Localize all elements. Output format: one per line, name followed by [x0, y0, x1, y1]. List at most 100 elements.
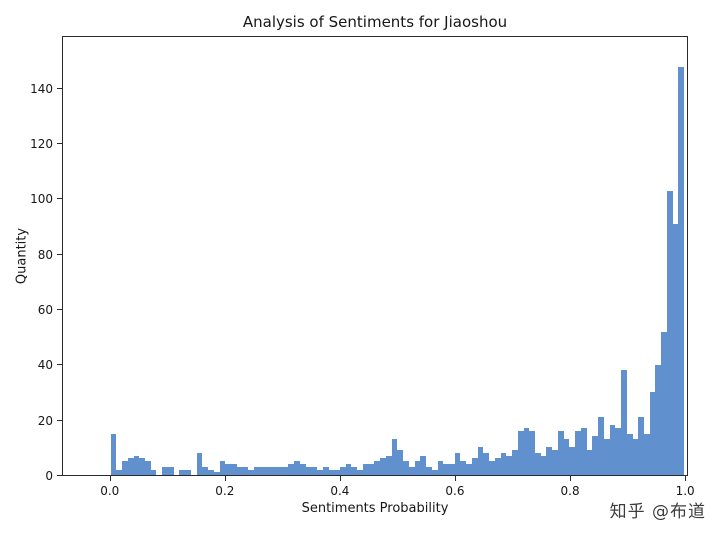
x-tick-mark: [454, 476, 456, 481]
histogram-bar: [242, 466, 249, 475]
histogram-bar: [598, 417, 604, 475]
histogram-bar: [139, 458, 145, 475]
histogram-bar: [431, 469, 438, 475]
histogram-bar: [529, 430, 535, 475]
histogram-bar: [643, 433, 650, 475]
x-tick-mark: [570, 476, 572, 481]
histogram-bar: [655, 364, 662, 475]
histogram-bar: [426, 466, 432, 475]
plot-area: [62, 36, 688, 476]
histogram-bar: [615, 428, 622, 475]
y-tick-label: 0: [45, 469, 53, 483]
histogram-bar: [248, 469, 254, 475]
y-tick-mark: [57, 253, 62, 255]
histogram-bar: [374, 461, 381, 475]
histogram-bar: [288, 463, 295, 475]
x-tick-label: 1.0: [675, 484, 695, 498]
histogram-bar: [437, 461, 444, 475]
x-tick-mark: [109, 476, 111, 481]
histogram-bar: [196, 452, 203, 475]
histogram-bar: [345, 463, 352, 475]
histogram-bar: [265, 466, 272, 475]
histogram-bar: [397, 450, 404, 475]
histogram-bar: [317, 469, 323, 475]
y-tick-label: 100: [30, 192, 53, 207]
y-axis-label: Quantity: [14, 227, 30, 285]
histogram-bar: [414, 461, 421, 475]
histogram-bar: [621, 370, 627, 475]
histogram-bar: [552, 450, 558, 475]
histogram-bar: [334, 469, 340, 475]
histogram-bar: [638, 417, 644, 475]
y-tick-mark: [57, 419, 62, 421]
y-tick-label: 140: [30, 81, 53, 96]
x-tick-label: 0.0: [100, 484, 120, 498]
histogram-bar: [340, 466, 346, 475]
histogram-bar: [535, 452, 541, 475]
histogram-bar: [299, 463, 306, 475]
histogram-bar: [208, 469, 214, 475]
x-tick-mark: [339, 476, 341, 481]
histogram-bar: [609, 425, 616, 475]
histogram-bar: [362, 463, 369, 475]
histogram-bar: [162, 466, 168, 475]
histogram-bar: [133, 455, 140, 475]
histogram-bar: [276, 466, 283, 475]
histogram-bar: [110, 433, 117, 475]
histogram-bar: [167, 466, 174, 475]
histogram-bar: [575, 430, 581, 475]
histogram-bar: [391, 439, 398, 475]
y-tick-label: 80: [37, 247, 53, 262]
y-tick-mark: [57, 198, 62, 200]
histogram-bar: [179, 469, 186, 475]
histogram-bar: [494, 458, 501, 475]
histogram-bar: [150, 469, 157, 475]
histogram-bar: [626, 433, 633, 475]
x-tick-label: 0.6: [445, 484, 465, 498]
histogram-bar: [603, 439, 610, 475]
histogram-bar: [477, 447, 484, 475]
histogram-bar: [368, 463, 375, 475]
histogram-bar: [357, 469, 363, 475]
histogram-bar: [322, 466, 329, 475]
histogram-bar: [282, 466, 289, 475]
y-tick-mark: [57, 475, 62, 476]
histogram-bar: [569, 447, 576, 475]
histogram-bar: [305, 466, 312, 475]
histogram-bar: [202, 466, 209, 475]
histogram-bar: [145, 461, 151, 475]
histogram-bar: [512, 450, 518, 475]
x-tick-label: 0.8: [560, 484, 580, 498]
histogram-bar: [540, 455, 547, 475]
histogram-bar: [380, 458, 386, 475]
histogram-bar: [127, 458, 134, 475]
y-tick-label: 20: [37, 413, 53, 428]
histogram-bar: [328, 469, 335, 475]
x-tick-label: 0.2: [215, 484, 235, 498]
histogram-bar: [666, 191, 673, 475]
histogram-bar: [122, 461, 128, 475]
chart-title: Analysis of Sentiments for Jiaoshou: [242, 13, 508, 31]
y-tick-mark: [57, 364, 62, 366]
histogram-bar: [385, 455, 392, 475]
histogram-bar: [259, 466, 266, 475]
histogram-bar: [489, 461, 495, 475]
histogram-bar: [225, 463, 232, 475]
histogram-bar: [592, 436, 599, 475]
y-tick-label: 40: [37, 358, 53, 373]
x-tick-mark: [224, 476, 226, 481]
histogram-bar: [236, 466, 243, 475]
histogram-bar: [460, 461, 467, 475]
histogram-bar: [311, 466, 318, 475]
histogram-bar: [219, 461, 226, 475]
histogram-bar: [546, 447, 553, 475]
histogram-bar: [563, 439, 570, 475]
histogram-bar: [454, 452, 461, 475]
histogram-bar: [271, 466, 277, 475]
watermark: 知乎 @布道: [609, 502, 706, 522]
histogram-bar: [500, 452, 507, 475]
histogram-bar: [678, 67, 685, 475]
histogram-bar: [661, 331, 667, 475]
y-tick-label: 60: [37, 302, 53, 317]
